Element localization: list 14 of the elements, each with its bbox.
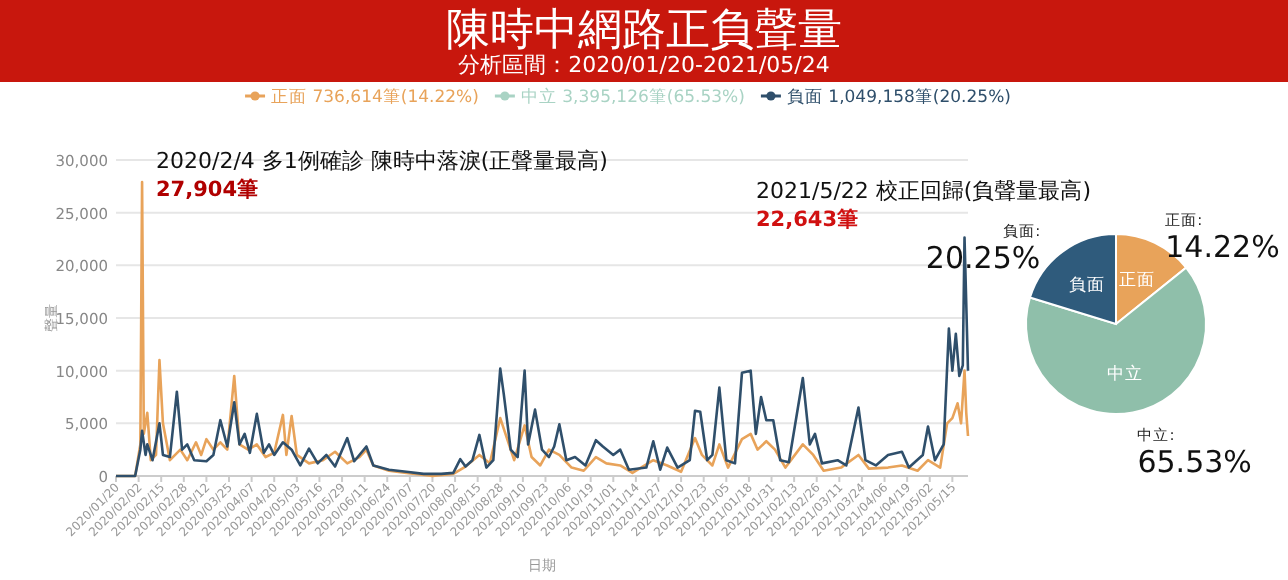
slice-label: 正面 bbox=[1119, 271, 1156, 292]
legend-label: 負面 1,049,158筆(20.25%) bbox=[786, 86, 1011, 108]
annotation: 2021/5/22 校正回歸(負聲量最高) bbox=[756, 178, 1091, 204]
slice-label: 中立 bbox=[1107, 362, 1144, 385]
annotation: 22,643筆 bbox=[756, 206, 860, 232]
annotation: 2020/2/4 多1例確診 陳時中落淚(正聲量最高) bbox=[156, 148, 608, 174]
chart-title: 陳時中網路正負聲量 bbox=[446, 6, 842, 56]
chart-subtitle: 分析區間：2020/01/20-2021/05/24 bbox=[458, 52, 830, 78]
legend-label: 中立 3,395,126筆(65.53%) bbox=[520, 86, 745, 108]
legend-label: 正面 736,614筆(14.22%) bbox=[271, 86, 479, 108]
annotation: 27,904筆 bbox=[156, 176, 260, 202]
slice-label: 負面 bbox=[1068, 274, 1105, 297]
data-label: 65.53% bbox=[1137, 443, 1252, 480]
data-label: 14.22% bbox=[1165, 229, 1280, 266]
